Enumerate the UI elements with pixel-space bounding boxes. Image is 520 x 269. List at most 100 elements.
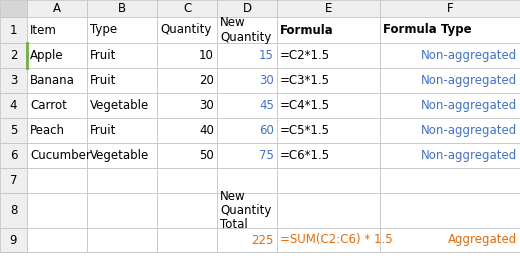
Text: Cucumber: Cucumber: [30, 149, 91, 162]
Bar: [0, 228, 27, 252]
Bar: [380, 93, 520, 118]
Text: =C4*1.5: =C4*1.5: [280, 99, 330, 112]
Text: C: C: [183, 2, 191, 15]
Text: 7: 7: [10, 174, 17, 187]
Text: Quantity: Quantity: [160, 23, 211, 37]
Bar: [380, 118, 520, 143]
Text: 8: 8: [10, 204, 17, 217]
Bar: [0, 193, 27, 228]
Text: F: F: [447, 2, 453, 15]
Bar: [27, 193, 87, 228]
Text: Peach: Peach: [30, 124, 65, 137]
Text: 9: 9: [10, 233, 17, 246]
Bar: [157, 193, 217, 228]
Bar: [87, 17, 157, 43]
Bar: [0, 168, 27, 193]
Text: 225: 225: [252, 233, 274, 246]
Text: D: D: [242, 2, 252, 15]
Text: E: E: [325, 2, 332, 15]
Bar: [380, 143, 520, 168]
Text: Aggregated: Aggregated: [448, 233, 517, 246]
Bar: [87, 228, 157, 252]
Bar: [27, 0, 87, 17]
Text: 30: 30: [199, 99, 214, 112]
Bar: [0, 118, 27, 143]
Bar: [217, 143, 277, 168]
Bar: [277, 17, 380, 43]
Bar: [27, 143, 87, 168]
Bar: [217, 17, 277, 43]
Text: Apple: Apple: [30, 49, 63, 62]
Bar: [0, 0, 27, 17]
Text: Non-aggregated: Non-aggregated: [421, 124, 517, 137]
Bar: [380, 168, 520, 193]
Bar: [157, 17, 217, 43]
Bar: [277, 193, 380, 228]
Bar: [87, 0, 157, 17]
Bar: [27, 17, 87, 43]
Bar: [157, 68, 217, 93]
Bar: [27, 168, 87, 193]
Bar: [217, 193, 277, 228]
Bar: [0, 93, 27, 118]
Bar: [380, 193, 520, 228]
Bar: [87, 43, 157, 68]
Text: Carrot: Carrot: [30, 99, 67, 112]
Bar: [157, 93, 217, 118]
Bar: [0, 143, 27, 168]
Bar: [217, 118, 277, 143]
Text: 30: 30: [259, 74, 274, 87]
Bar: [217, 0, 277, 17]
Bar: [277, 228, 380, 252]
Text: 2: 2: [10, 49, 17, 62]
Text: =SUM(C2:C6) * 1.5: =SUM(C2:C6) * 1.5: [280, 233, 393, 246]
Text: Formula: Formula: [280, 23, 334, 37]
Bar: [87, 168, 157, 193]
Bar: [380, 43, 520, 68]
Bar: [157, 228, 217, 252]
Bar: [0, 17, 27, 43]
Text: New
Quantity: New Quantity: [220, 16, 271, 44]
Bar: [380, 228, 520, 252]
Text: =C6*1.5: =C6*1.5: [280, 149, 330, 162]
Bar: [380, 68, 520, 93]
Bar: [87, 143, 157, 168]
Text: 5: 5: [10, 124, 17, 137]
Text: Vegetable: Vegetable: [90, 99, 149, 112]
Bar: [27, 228, 87, 252]
Text: Vegetable: Vegetable: [90, 149, 149, 162]
Bar: [277, 0, 380, 17]
Bar: [217, 228, 277, 252]
Text: 20: 20: [199, 74, 214, 87]
Bar: [217, 168, 277, 193]
Text: 60: 60: [259, 124, 274, 137]
Bar: [380, 0, 520, 17]
Text: Formula Type: Formula Type: [383, 23, 472, 37]
Text: 4: 4: [10, 99, 17, 112]
Bar: [157, 43, 217, 68]
Text: Fruit: Fruit: [90, 49, 116, 62]
Text: Type: Type: [90, 23, 117, 37]
Bar: [277, 68, 380, 93]
Text: Fruit: Fruit: [90, 124, 116, 137]
Text: 40: 40: [199, 124, 214, 137]
Text: Non-aggregated: Non-aggregated: [421, 49, 517, 62]
Bar: [380, 17, 520, 43]
Bar: [87, 68, 157, 93]
Bar: [277, 93, 380, 118]
Text: 1: 1: [10, 23, 17, 37]
Bar: [157, 143, 217, 168]
Bar: [87, 93, 157, 118]
Bar: [27, 68, 87, 93]
Text: Non-aggregated: Non-aggregated: [421, 99, 517, 112]
Bar: [157, 118, 217, 143]
Bar: [87, 193, 157, 228]
Bar: [0, 43, 27, 68]
Bar: [87, 118, 157, 143]
Bar: [217, 68, 277, 93]
Text: New
Quantity
Total: New Quantity Total: [220, 190, 271, 231]
Bar: [277, 43, 380, 68]
Text: =C2*1.5: =C2*1.5: [280, 49, 330, 62]
Text: 10: 10: [199, 49, 214, 62]
Bar: [27, 43, 87, 68]
